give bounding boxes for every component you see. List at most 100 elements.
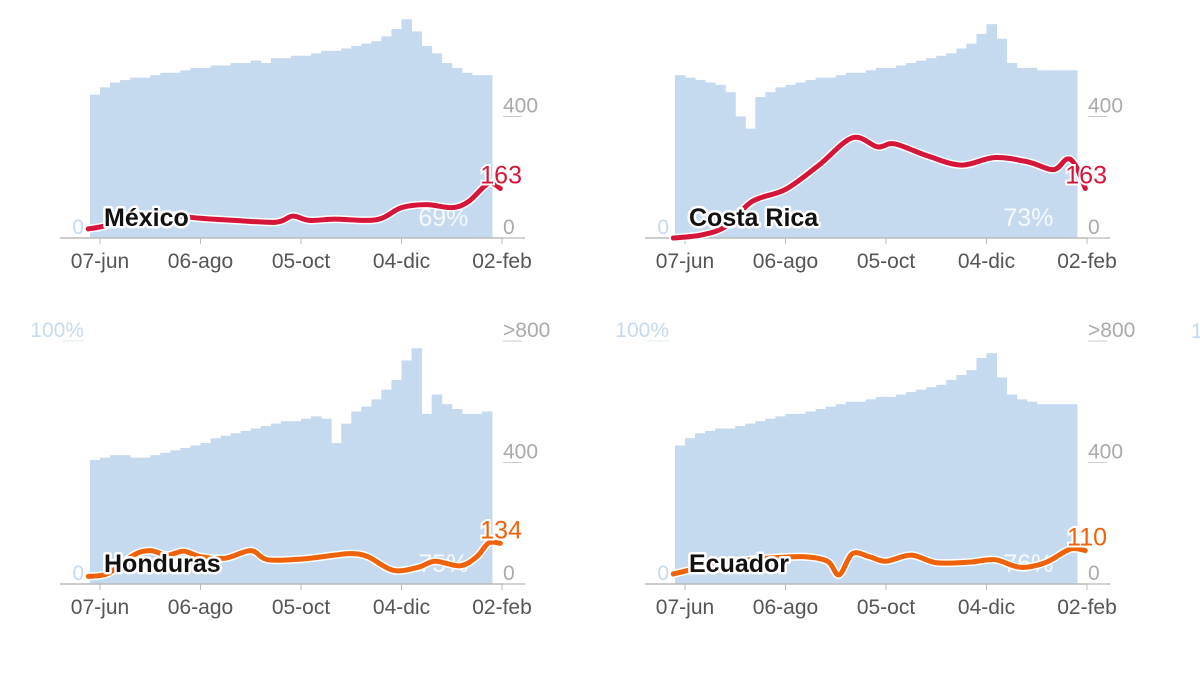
bar — [381, 389, 392, 584]
bar — [371, 41, 382, 238]
bar — [695, 433, 706, 584]
x-tick-label: 06-ago — [753, 596, 818, 619]
left-axis-label: 0 — [72, 562, 84, 585]
x-tick-label: 02-feb — [1057, 596, 1117, 619]
left-axis-label: 100% — [30, 319, 84, 342]
bar — [341, 48, 352, 239]
bar — [1016, 399, 1028, 584]
bar — [250, 60, 262, 238]
bar — [986, 24, 998, 238]
bar — [100, 87, 111, 238]
bar — [805, 80, 817, 238]
bar — [391, 29, 402, 238]
bar — [451, 409, 463, 584]
left-axis-label: 0 — [657, 216, 669, 239]
bar — [250, 428, 262, 584]
left-axis-label: 0 — [657, 562, 669, 585]
bar — [745, 423, 756, 584]
trend-line — [85, 539, 503, 579]
bar — [926, 58, 937, 239]
bar — [301, 55, 312, 238]
bar — [755, 421, 766, 584]
bar — [966, 43, 977, 238]
bar — [1016, 67, 1028, 239]
bar — [896, 394, 907, 584]
bar — [431, 394, 443, 584]
bar — [160, 72, 171, 238]
x-tick-label: 06-ago — [168, 250, 233, 273]
bar — [705, 82, 716, 238]
bar — [996, 38, 1008, 238]
end-value-label: 163 — [480, 161, 522, 189]
bar — [180, 70, 191, 238]
bar — [946, 379, 957, 584]
bar — [461, 413, 473, 584]
bar — [1066, 70, 1078, 238]
bar — [715, 428, 726, 584]
bar — [695, 80, 706, 238]
bar — [240, 430, 252, 584]
bar — [170, 450, 181, 584]
bar — [896, 65, 907, 238]
bar — [240, 63, 252, 238]
bar — [916, 389, 927, 584]
x-tick-label: 05-oct — [857, 250, 916, 273]
panel-ecuador: 07-jun 06-ago 05-oct 04-dic 02-feb 0 400 >800 0 1… — [615, 319, 1135, 619]
bar — [481, 75, 493, 238]
x-tick-label: 04-dic — [958, 596, 1015, 619]
bar — [845, 401, 857, 584]
bar — [260, 63, 272, 238]
bar — [140, 77, 151, 239]
bar — [674, 445, 686, 584]
bar — [775, 416, 786, 584]
x-tick-label: 05-oct — [272, 596, 331, 619]
country-label: México — [104, 204, 189, 232]
bar — [431, 53, 443, 238]
x-tick-label: 05-oct — [272, 250, 331, 273]
bar — [976, 33, 987, 238]
x-tick-label: 04-dic — [373, 250, 430, 273]
bar — [1056, 70, 1068, 238]
bar — [381, 36, 392, 239]
bar — [110, 455, 121, 584]
bar — [471, 413, 483, 584]
bar — [996, 377, 1008, 584]
right-axis-label: 0 — [1088, 216, 1100, 239]
x-tick-label: 07-jun — [656, 596, 714, 619]
bar — [230, 433, 242, 584]
x-tick-label: 07-jun — [71, 596, 129, 619]
x-tick-label: 06-ago — [168, 596, 233, 619]
bar — [200, 443, 212, 584]
bar — [461, 72, 473, 238]
bar — [936, 384, 947, 584]
bar — [1046, 404, 1058, 584]
bar — [311, 416, 322, 584]
bar — [875, 396, 887, 584]
bar — [210, 438, 222, 584]
bar — [401, 360, 413, 584]
bar — [966, 370, 977, 584]
x-tick-label: 02-feb — [472, 596, 532, 619]
bar — [1056, 404, 1068, 584]
bar — [280, 58, 292, 239]
bar — [795, 413, 807, 584]
bar — [1006, 63, 1018, 238]
bar — [180, 447, 191, 584]
bar — [331, 443, 342, 584]
bar — [451, 67, 463, 239]
bar — [130, 77, 141, 239]
bar — [855, 72, 867, 238]
x-tick-label: 02-feb — [1057, 250, 1117, 273]
bar — [886, 396, 897, 584]
bar — [926, 387, 937, 584]
bar — [411, 31, 423, 239]
bar — [855, 401, 867, 584]
x-tick-label: 07-jun — [656, 250, 714, 273]
right-axis-label: 400 — [503, 441, 538, 464]
bar — [845, 72, 857, 238]
panel-méxico: 07-jun06-ago05-oct04-dic02-feb0400>80001… — [60, 19, 538, 273]
bar — [735, 116, 746, 238]
bar — [956, 375, 967, 584]
bar — [321, 50, 332, 238]
end-value-label: 134 — [480, 516, 522, 544]
